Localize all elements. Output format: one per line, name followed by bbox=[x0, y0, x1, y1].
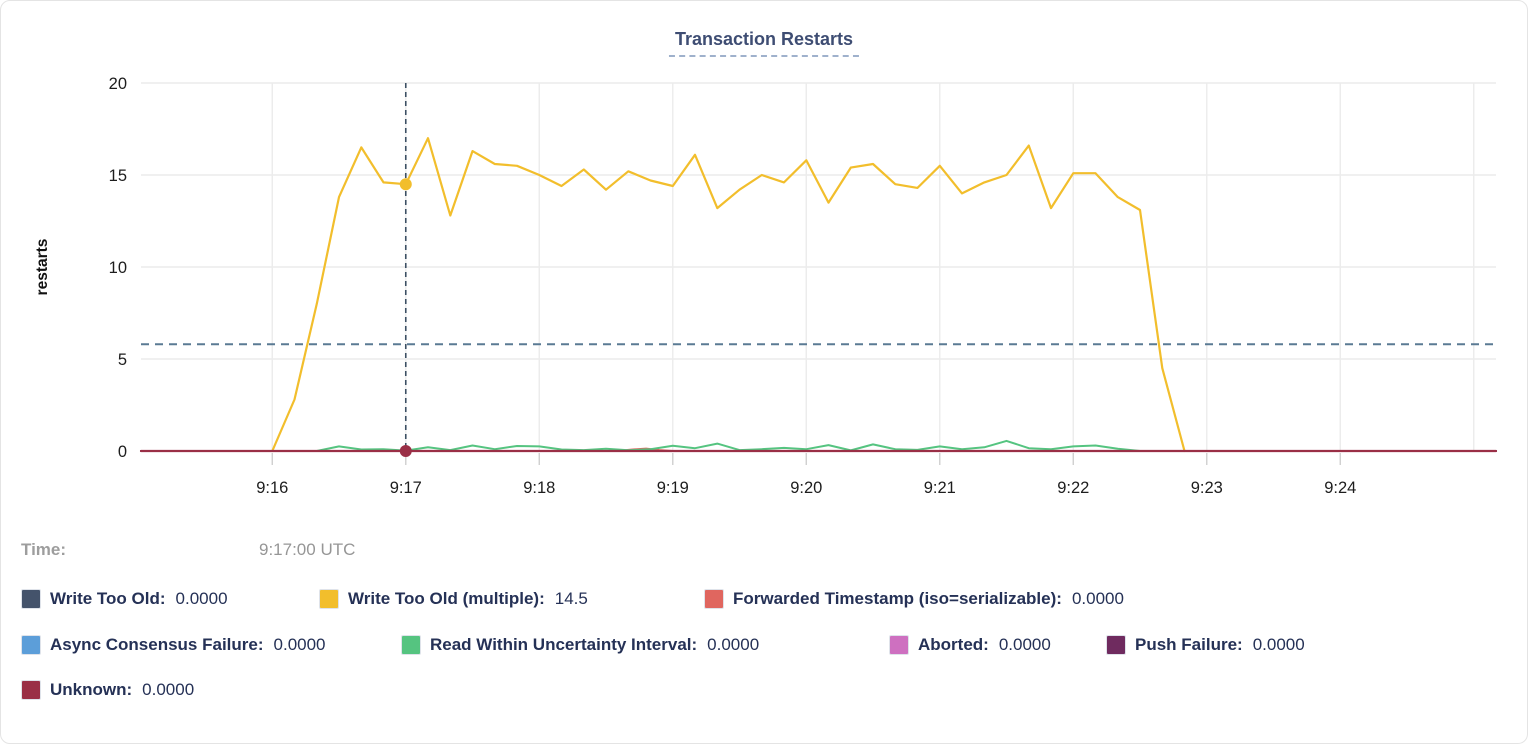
x-tick-label: 9:23 bbox=[1191, 479, 1223, 497]
y-tick-label: 15 bbox=[109, 167, 127, 185]
legend-series-value: 0.0000 bbox=[1071, 589, 1124, 608]
x-tick-label: 9:16 bbox=[256, 479, 288, 497]
time-label: Time: bbox=[21, 540, 67, 559]
y-tick-label: 10 bbox=[109, 259, 127, 277]
legend-row-3: Unknown: 0.0000 bbox=[21, 680, 194, 700]
hover-point bbox=[399, 178, 412, 191]
legend-series-value: 0.0000 bbox=[142, 680, 195, 699]
legend-swatch bbox=[889, 635, 909, 655]
legend-series-label: Push Failure: bbox=[1135, 635, 1243, 654]
x-tick-label: 9:18 bbox=[523, 479, 555, 497]
legend-swatch bbox=[704, 589, 724, 609]
legend-series-label: Unknown: bbox=[50, 680, 133, 699]
legend-item: Write Too Old: 0.0000 bbox=[21, 589, 319, 609]
y-tick-label: 20 bbox=[109, 75, 127, 93]
legend-swatch bbox=[21, 589, 41, 609]
x-tick-label: 9:21 bbox=[924, 479, 956, 497]
legend-item: Read Within Uncertainty Interval: 0.0000 bbox=[401, 635, 889, 655]
x-tick-label: 9:17 bbox=[390, 479, 422, 497]
y-tick-label: 5 bbox=[118, 351, 127, 369]
legend-swatch bbox=[21, 635, 41, 655]
legend-item: Push Failure: 0.0000 bbox=[1106, 635, 1305, 655]
legend-row-1: Write Too Old: 0.0000 Write Too Old (multi… bbox=[21, 589, 1124, 609]
legend-series-label: Async Consensus Failure: bbox=[50, 635, 264, 654]
x-tick-label: 9:20 bbox=[790, 479, 822, 497]
x-tick-label: 9:19 bbox=[657, 479, 689, 497]
legend-swatch bbox=[1106, 635, 1126, 655]
series-line-write-too-old-multiple bbox=[271, 137, 1186, 453]
x-tick-label: 9:24 bbox=[1324, 479, 1356, 497]
legend-series-label: Write Too Old: bbox=[50, 589, 166, 608]
legend-swatch bbox=[21, 680, 41, 700]
legend-series-value: 14.5 bbox=[554, 589, 588, 608]
series-line-read-within-uncertainty-interval bbox=[315, 439, 1141, 452]
y-tick-label: 0 bbox=[118, 443, 127, 461]
time-value: 9:17:00 UTC bbox=[259, 540, 356, 559]
legend-series-value: 0.0000 bbox=[175, 589, 228, 608]
legend-series-value: 0.0000 bbox=[1252, 635, 1305, 654]
legend-series-label: Forwarded Timestamp (iso=serializable): bbox=[733, 589, 1062, 608]
legend-row-2: Async Consensus Failure: 0.0000 Read Withi… bbox=[21, 635, 1305, 655]
chart-title[interactable]: Transaction Restarts bbox=[668, 29, 860, 57]
legend-swatch bbox=[319, 589, 339, 609]
legend-item: Unknown: 0.0000 bbox=[21, 680, 194, 700]
legend-item: Aborted: 0.0000 bbox=[889, 635, 1106, 655]
legend-series-label: Aborted: bbox=[918, 635, 989, 654]
x-tick-label: 9:22 bbox=[1057, 479, 1089, 497]
legend-series-label: Write Too Old (multiple): bbox=[348, 589, 545, 608]
hover-point bbox=[399, 445, 412, 457]
legend-item: Write Too Old (multiple): 14.5 bbox=[319, 589, 704, 609]
chart-canvas[interactable]: 0 5 10 15 20 9:16 9:17 9:18 9:19 9:20 9:21 9:22 9:23… bbox=[1, 51, 1528, 521]
legend-swatch bbox=[401, 635, 421, 655]
legend-series-value: 0.0000 bbox=[273, 635, 326, 654]
legend-item: Async Consensus Failure: 0.0000 bbox=[21, 635, 401, 655]
time-readout: Time: 9:17:00 UTC bbox=[21, 540, 355, 560]
legend-item: Forwarded Timestamp (iso=serializable): 0… bbox=[704, 589, 1124, 609]
legend-series-value: 0.0000 bbox=[998, 635, 1051, 654]
legend-series-value: 0.0000 bbox=[707, 635, 760, 654]
y-axis-title: restarts bbox=[34, 239, 51, 296]
legend-series-label: Read Within Uncertainty Interval: bbox=[430, 635, 698, 654]
